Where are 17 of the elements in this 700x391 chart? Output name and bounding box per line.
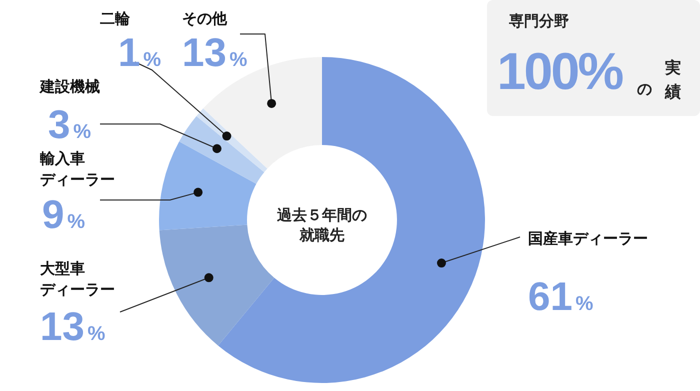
- data-label: 13%: [182, 31, 248, 75]
- slice-label: 二輪: [100, 9, 131, 28]
- slice-label: 国産車ディーラー: [528, 229, 648, 248]
- text: 実績: [665, 57, 681, 103]
- data-label: 3%: [48, 103, 92, 147]
- text: 専門分野: [509, 12, 569, 31]
- text: 過去５年間の就職先: [276, 205, 368, 245]
- text: 100%: [497, 42, 622, 102]
- data-label: 9%: [42, 193, 86, 237]
- data-label: 13%: [40, 305, 106, 349]
- slice-label: 輸入車ディーラー: [39, 149, 115, 188]
- text: の: [637, 80, 652, 99]
- data-label: 61%: [528, 275, 594, 319]
- data-label: 1%: [118, 31, 162, 75]
- slice-label: その他: [182, 9, 228, 28]
- slice-label: 大型車ディーラー: [40, 259, 115, 298]
- slice-label: 建設機械: [39, 77, 100, 96]
